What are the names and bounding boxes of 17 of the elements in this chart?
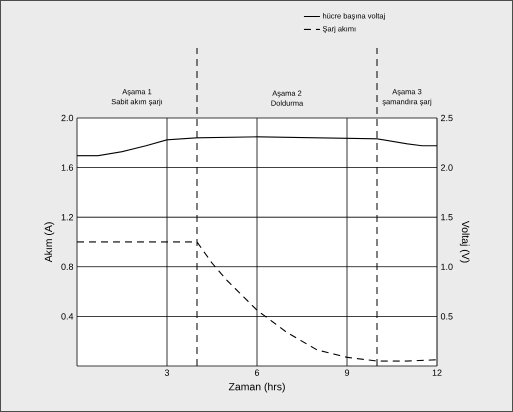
x-tick-label: 3 [164,370,170,376]
y-tick-label: 1.6 [62,164,74,171]
y2-tick-label: 2.0 [440,164,453,171]
x-tick-label: 9 [344,370,350,376]
x-axis-title: Zaman (hrs) [228,382,285,392]
y-tick-label: 1.2 [62,214,74,220]
y-tick-label: 0.4 [61,313,74,320]
y-tick-label: 0.8 [61,264,74,270]
x-tick-label: 12 [432,370,442,376]
y-tick-label: 2.0 [61,114,74,122]
x-tick-label: 6 [254,370,260,376]
y2-tick-label: 2.5 [440,114,453,122]
y2-axis-title: Voltaj (V) [460,220,470,263]
y2-tick-label: 0.5 [440,313,453,320]
y-axis-title: Akım (A) [44,222,54,262]
y2-tick-label: 1.0 [441,264,453,270]
y2-tick-label: 1.5 [441,214,453,220]
